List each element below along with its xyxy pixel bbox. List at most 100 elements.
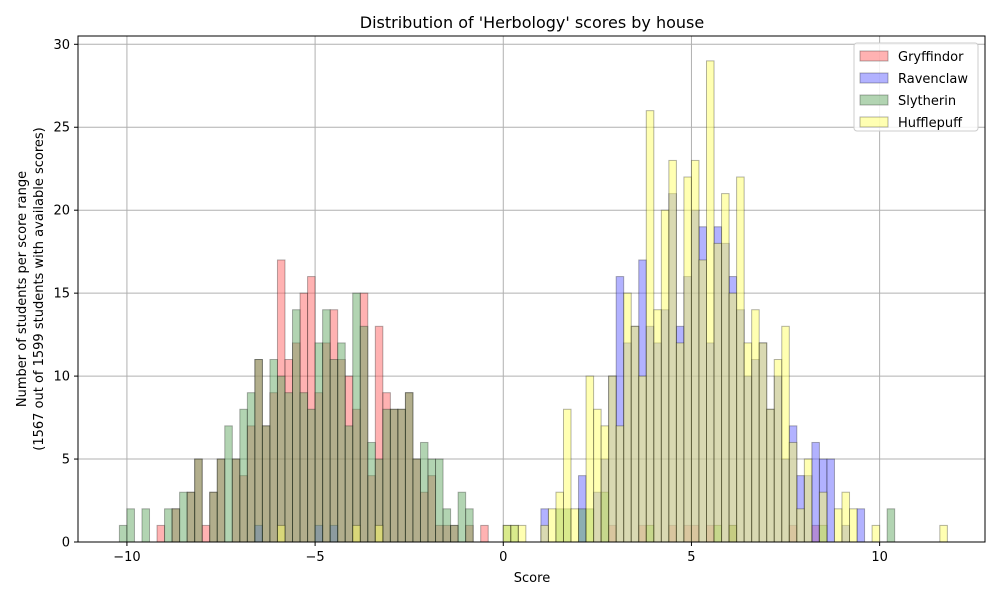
- bar-hufflepuff: [833, 508, 843, 543]
- bar-hufflepuff: [374, 524, 384, 543]
- legend-frame: [853, 42, 979, 132]
- bar-slytherin: [246, 392, 256, 543]
- bar-gryffindor: [480, 524, 489, 543]
- x-axis-label: Score: [514, 571, 550, 586]
- bar-slytherin: [465, 508, 474, 543]
- y-tick-label: 15: [53, 287, 70, 302]
- legend-swatch-gryffindor: [859, 50, 889, 62]
- bar-hufflepuff: [766, 408, 775, 543]
- x-tick-label: −5: [306, 550, 325, 565]
- y-axis-label-line1: Number of students per score range: [15, 171, 30, 407]
- bar-hufflepuff: [276, 524, 286, 543]
- bar-slytherin: [404, 392, 414, 543]
- bar-hufflepuff: [562, 408, 572, 543]
- bar-hufflepuff: [818, 491, 828, 543]
- bar-slytherin: [412, 458, 421, 543]
- bar-slytherin: [254, 359, 263, 543]
- legend-swatch-slytherin: [859, 94, 889, 106]
- bar-slytherin: [239, 408, 248, 543]
- bar-slytherin: [224, 425, 233, 543]
- bar-slytherin: [231, 458, 241, 543]
- bar-slytherin: [179, 491, 188, 543]
- bar-slytherin: [276, 375, 286, 543]
- y-tick-label: 5: [62, 453, 70, 468]
- bar-slytherin: [419, 441, 429, 543]
- bar-hufflepuff: [502, 524, 512, 543]
- bar-hufflepuff: [675, 342, 685, 543]
- bar-slytherin: [292, 309, 301, 543]
- x-tick-label: 10: [871, 550, 888, 565]
- x-tick-label: 0: [499, 550, 507, 565]
- bar-ravenclaw: [826, 458, 835, 543]
- bar-slytherin: [450, 524, 459, 543]
- bar-slytherin: [435, 458, 444, 543]
- bar-slytherin: [382, 408, 391, 543]
- bar-hufflepuff: [653, 309, 662, 543]
- bar-hufflepuff: [668, 159, 677, 543]
- legend-swatch-hufflepuff: [859, 116, 889, 128]
- bar-slytherin: [367, 441, 376, 543]
- y-tick-label: 30: [53, 38, 70, 53]
- legend-label-gryffindor: Gryffindor: [898, 50, 964, 65]
- x-tick-label: −10: [113, 550, 140, 565]
- bar-slytherin: [284, 392, 294, 543]
- legend-label-ravenclaw: Ravenclaw: [898, 72, 968, 87]
- bar-slytherin: [307, 408, 316, 543]
- bar-hufflepuff: [758, 342, 768, 543]
- bar-hufflepuff: [510, 524, 519, 543]
- bar-slytherin: [209, 491, 218, 543]
- bar-hufflepuff: [600, 425, 610, 543]
- bar-hufflepuff: [743, 342, 753, 543]
- bar-slytherin: [299, 392, 309, 543]
- bar-slytherin: [442, 508, 452, 543]
- bar-hufflepuff: [728, 292, 738, 543]
- bar-slytherin: [427, 458, 437, 543]
- legend-label-slytherin: Slytherin: [898, 94, 956, 109]
- bar-slytherin: [397, 408, 406, 543]
- bar-hufflepuff: [352, 524, 361, 543]
- y-axis-ticks: 0 5 10 15 20 25 30: [53, 38, 78, 551]
- bar-slytherin: [389, 408, 399, 543]
- series-hufflepuff: [276, 60, 948, 543]
- bar-hufflepuff: [638, 375, 647, 543]
- bar-hufflepuff: [615, 425, 625, 543]
- series-slytherin: [118, 292, 896, 543]
- bar-slytherin: [216, 458, 226, 543]
- bar-hufflepuff: [555, 491, 564, 543]
- bar-gryffindor: [156, 524, 166, 543]
- bar-hufflepuff: [841, 491, 851, 543]
- bar-slytherin: [261, 425, 271, 543]
- bar-slytherin: [337, 342, 346, 543]
- y-tick-label: 0: [62, 536, 70, 551]
- chart-title: Distribution of 'Herbology' scores by ho…: [360, 13, 704, 32]
- legend-swatch-ravenclaw: [859, 72, 889, 84]
- bar-slytherin: [359, 325, 369, 543]
- bar-slytherin: [329, 359, 339, 543]
- bar-hufflepuff: [736, 176, 745, 543]
- x-tick-label: 5: [687, 550, 695, 565]
- plot-frame: [77, 35, 986, 543]
- y-tick-label: 25: [53, 121, 70, 136]
- bar-hufflepuff: [721, 193, 730, 543]
- legend-label-hufflepuff: Hufflepuff: [898, 116, 963, 131]
- bar-hufflepuff: [751, 309, 760, 543]
- y-tick-label: 20: [53, 204, 70, 219]
- bar-slytherin: [322, 309, 331, 543]
- bar-hufflepuff: [570, 508, 580, 543]
- bar-gryffindor: [201, 524, 211, 543]
- bar-slytherin: [141, 508, 151, 543]
- bar-slytherin: [314, 342, 324, 543]
- bar-slytherin: [186, 491, 196, 543]
- bar-hufflepuff: [608, 375, 617, 543]
- bar-hufflepuff: [630, 325, 640, 543]
- y-tick-label: 10: [53, 370, 70, 385]
- bar-hufflepuff: [773, 359, 783, 543]
- bar-slytherin: [118, 524, 128, 543]
- bar-hufflepuff: [713, 242, 723, 543]
- bar-slytherin: [352, 292, 361, 543]
- bar-hufflepuff: [585, 375, 595, 543]
- y-axis-label: Number of students per score range (1567…: [15, 127, 47, 451]
- bar-ravenclaw: [811, 441, 820, 543]
